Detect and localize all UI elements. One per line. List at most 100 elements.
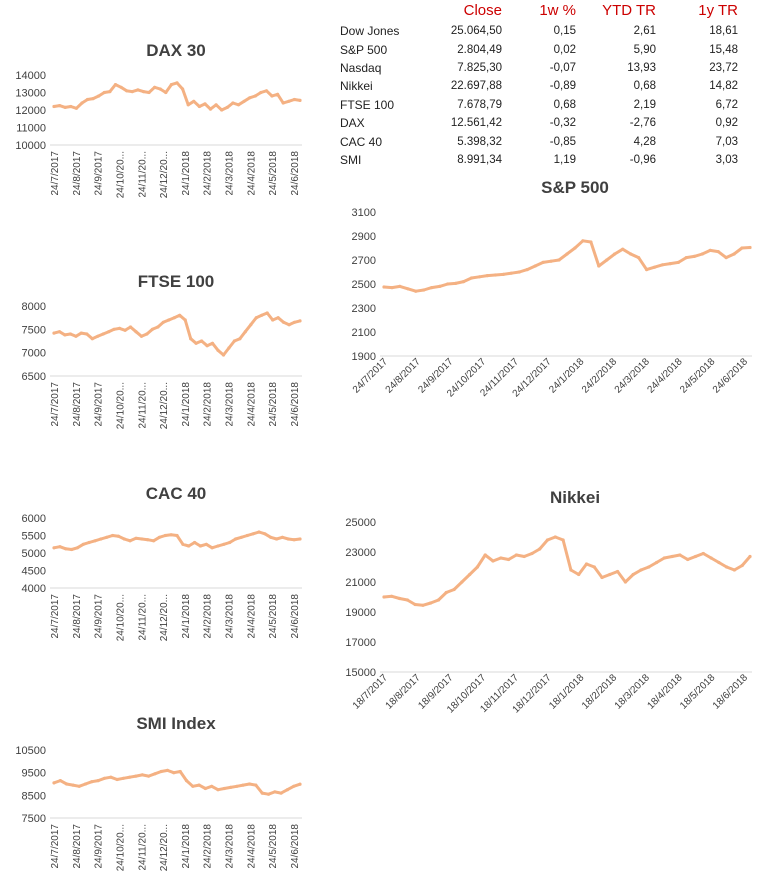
value-cell: 5.398,32	[457, 135, 502, 148]
ftse-series-line	[52, 311, 302, 357]
value-cell: 13,93	[627, 61, 656, 74]
index-name-cell: Dow Jones	[340, 24, 400, 39]
x-tick-label: 24/2/2018	[203, 824, 214, 869]
data-point	[164, 90, 168, 95]
data-point	[264, 89, 269, 93]
nikkei-series-line	[382, 535, 752, 607]
data-point	[68, 332, 72, 336]
data-point	[298, 537, 302, 541]
data-point	[136, 88, 140, 92]
data-point	[205, 344, 209, 348]
nikkei-plot-svg: 15000170001900021000230002500018/7/20171…	[345, 517, 752, 716]
value-cell: 7.678,79	[457, 98, 502, 111]
x-tick-label: 24/8/2017	[72, 594, 83, 639]
data-point	[147, 774, 151, 778]
header-ytd: YTD TR	[602, 1, 656, 19]
y-tick-label: 2300	[352, 303, 376, 315]
data-point	[101, 332, 105, 336]
y-tick-label: 7500	[22, 324, 46, 336]
x-tick-label: 24/12/20...	[159, 151, 170, 198]
x-tick-label: 24/6/2018	[290, 151, 301, 196]
x-tick-label: 24/10/20...	[115, 382, 126, 429]
data-point	[269, 535, 273, 539]
data-point	[150, 327, 154, 331]
value-cell: 0,92	[715, 117, 738, 130]
value-cell: 2,61	[633, 25, 656, 38]
data-point	[112, 327, 116, 331]
data-point	[517, 270, 521, 274]
y-tick-label: 8500	[22, 790, 46, 802]
data-point	[557, 258, 561, 262]
data-point	[709, 556, 713, 560]
data-point	[499, 556, 503, 560]
data-point	[239, 535, 243, 539]
data-point	[660, 263, 665, 267]
data-point	[175, 81, 179, 85]
data-point	[429, 601, 433, 605]
x-tick-label: 24/11/20...	[137, 382, 148, 429]
data-point	[259, 90, 263, 95]
x-tick-label: 24/7/2017	[50, 382, 61, 427]
x-tick-label: 24/6/2018	[290, 594, 301, 639]
x-tick-label: 24/10/20...	[115, 594, 126, 641]
table-row: Dow Jones 25.064,50 0,15 2,61 18,61	[340, 22, 738, 40]
y-tick-label: 19000	[345, 607, 376, 619]
smi-chart: 7500 8500 9500 10500 24/7/2017 24/8/2017 24/9/…	[0, 708, 310, 890]
data-point	[469, 276, 474, 280]
data-point	[128, 775, 132, 779]
value-cell: 6,72	[715, 98, 738, 111]
data-point	[222, 786, 226, 791]
data-point	[93, 539, 97, 543]
data-point	[141, 90, 146, 94]
data-point	[186, 103, 190, 107]
value-cell: -0,89	[549, 80, 576, 93]
data-point	[214, 103, 218, 107]
x-tick-label: 24/11/20...	[137, 594, 148, 641]
index-name-cell: Nasdaq	[340, 60, 382, 75]
data-point	[616, 569, 620, 574]
data-point	[260, 313, 264, 317]
data-point	[85, 332, 89, 336]
data-point	[156, 325, 160, 329]
data-point	[276, 316, 280, 320]
data-point	[382, 285, 386, 289]
data-point	[140, 537, 144, 541]
data-point	[452, 587, 456, 592]
data-point	[58, 545, 62, 549]
data-point	[99, 537, 103, 541]
y-tick-label: 10500	[15, 745, 46, 757]
y-tick-label: 6000	[22, 513, 46, 525]
data-point	[74, 106, 78, 110]
y-tick-label: 4500	[22, 566, 46, 578]
value-cell: 3,03	[715, 153, 738, 166]
data-point	[222, 542, 226, 546]
sp-series-line	[382, 239, 752, 293]
x-tick-label: 24/4/2018	[246, 824, 257, 869]
data-point	[421, 603, 425, 607]
data-point	[507, 557, 511, 562]
smi-plot-svg: 7500 8500 9500 10500 24/7/2017 24/8/2017 24/9/…	[15, 745, 302, 871]
data-point	[637, 256, 641, 260]
data-point	[70, 547, 74, 552]
x-tick-label: 24/11/20...	[137, 824, 148, 871]
cac-chart-title: CAC 40	[145, 484, 207, 503]
data-point	[235, 784, 239, 788]
x-tick-label: 24/4/2018	[246, 151, 257, 196]
data-point	[287, 323, 291, 327]
x-tick-label: 24/8/2017	[72, 151, 83, 196]
data-point	[245, 533, 249, 538]
header-1y: 1y TR	[698, 1, 738, 19]
data-point	[716, 250, 720, 254]
data-point	[107, 330, 111, 334]
data-point	[165, 768, 170, 772]
data-point	[175, 533, 179, 538]
data-point	[159, 769, 163, 774]
data-point	[169, 83, 173, 87]
value-cell: 0,02	[553, 43, 576, 56]
smi-chart-title: SMI Index	[136, 714, 216, 733]
data-point	[96, 334, 100, 338]
table-row: S&P 500 2.804,49 0,02 5,90 15,48	[340, 40, 738, 58]
data-point	[493, 273, 497, 277]
quotes-header-row: Close 1w % YTD TR 1y TR	[340, 0, 738, 22]
data-point	[740, 246, 744, 250]
